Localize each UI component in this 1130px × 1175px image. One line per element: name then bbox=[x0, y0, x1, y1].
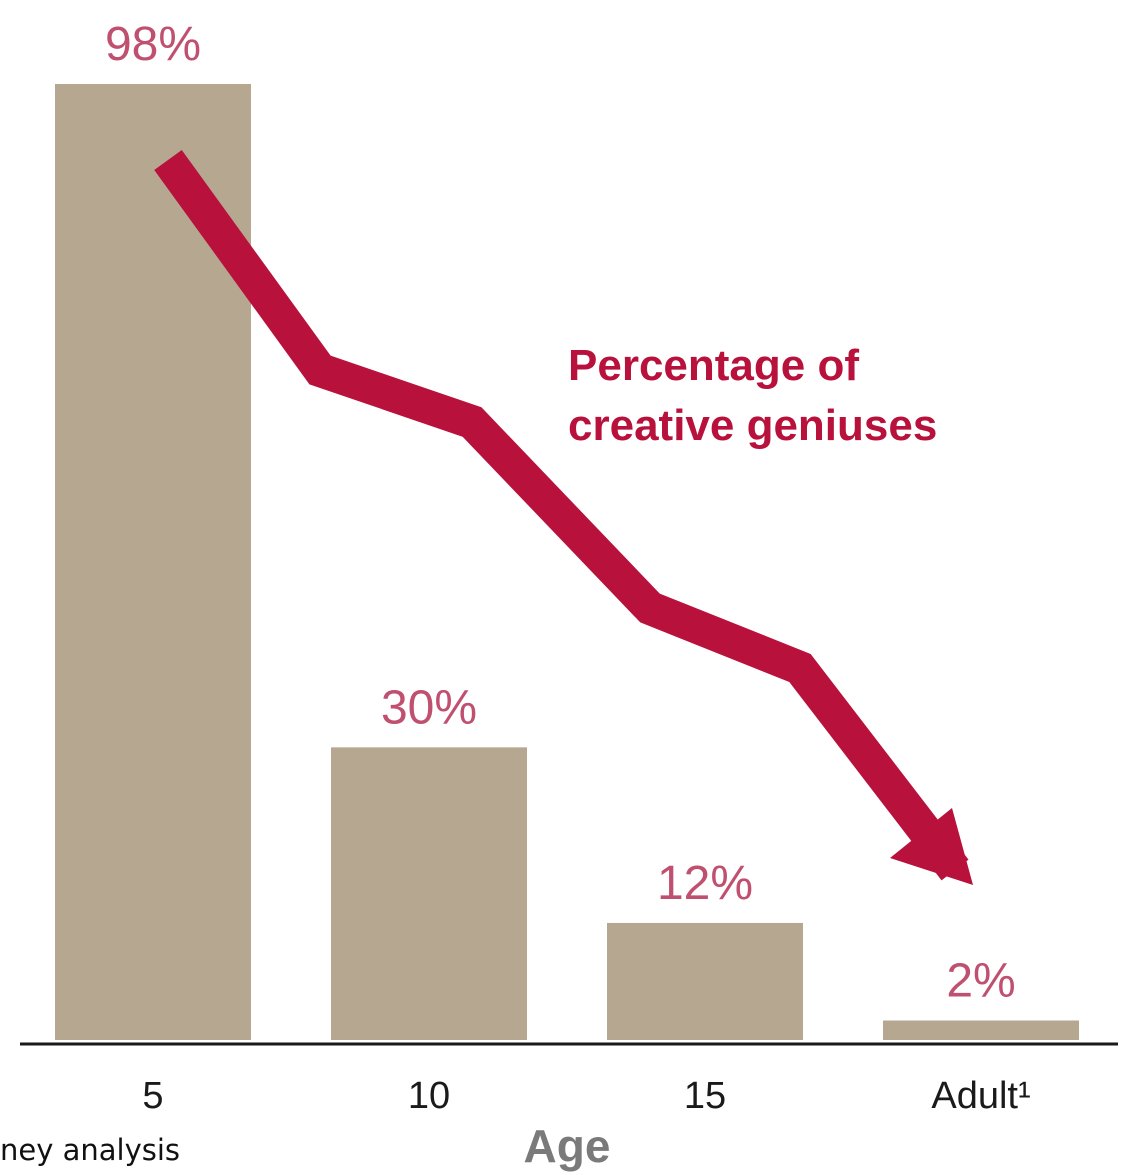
x-tick-label-3: 15 bbox=[684, 1075, 726, 1117]
annotation-line-1: Percentage of bbox=[568, 341, 859, 390]
x-tick-label-2: 10 bbox=[408, 1075, 450, 1117]
bar-value-label-3: 12% bbox=[657, 857, 753, 910]
trend-arrow-head bbox=[890, 808, 973, 885]
bar-value-label-2: 30% bbox=[381, 681, 477, 734]
bar-value-label-4: 2% bbox=[946, 954, 1015, 1007]
trend-arrow-line bbox=[154, 150, 969, 881]
x-tick-label-1: 5 bbox=[142, 1075, 163, 1117]
x-axis-title: Age bbox=[524, 1120, 611, 1172]
bar-2 bbox=[331, 747, 527, 1040]
annotation-line-2: creative geniuses bbox=[568, 401, 937, 450]
x-tick-label-4: Adult¹ bbox=[931, 1075, 1030, 1117]
bar-3 bbox=[607, 922, 803, 1040]
bar-4 bbox=[883, 1020, 1079, 1040]
bar-value-label-1: 98% bbox=[105, 18, 201, 71]
source-note: ney analysis bbox=[0, 1133, 180, 1167]
